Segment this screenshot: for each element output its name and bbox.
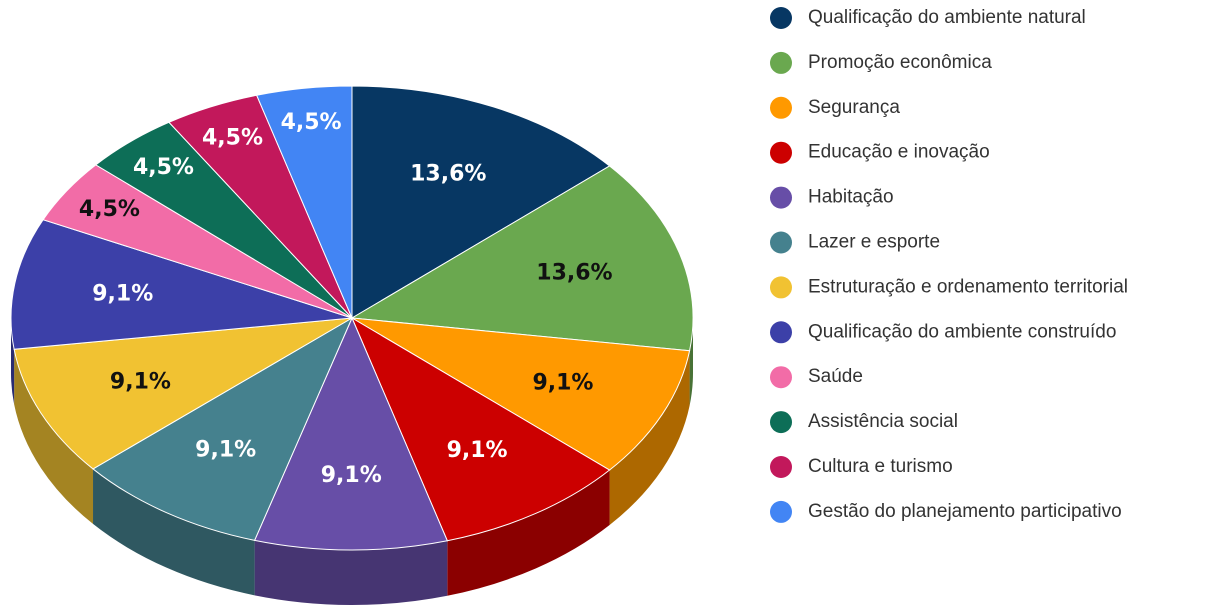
slice-side: [11, 318, 15, 405]
legend-marker: [770, 456, 792, 478]
legend-label: Assistência social: [808, 411, 958, 432]
legend-label: Lazer e esporte: [808, 232, 940, 253]
data-label: 4,5%: [202, 125, 263, 150]
legend-marker: [770, 186, 792, 209]
legend-marker: [770, 411, 792, 434]
legend-label: Gestão do planejamento participativo: [808, 501, 1122, 522]
data-label: 9,1%: [532, 370, 593, 395]
legend-label: Qualificação do ambiente construído: [808, 321, 1116, 342]
slice: [351, 85, 611, 319]
legend-marker: [770, 366, 792, 389]
data-label: 9,1%: [447, 438, 508, 463]
slice-side: [254, 540, 448, 605]
legend-marker: [770, 276, 792, 299]
legend-label: Promoção econômica: [808, 52, 992, 73]
slice-side: [447, 470, 610, 596]
data-label: 13,6%: [536, 260, 612, 285]
slice-side: [609, 350, 690, 526]
legend-marker: [770, 96, 792, 119]
slice-side: [689, 318, 693, 406]
legend-label: Estruturação e ordenamento territorial: [808, 276, 1128, 297]
legend-marker: [770, 141, 792, 164]
slice: [350, 316, 611, 542]
data-label: 4,5%: [133, 155, 194, 180]
legend-marker: [770, 51, 792, 74]
legend-marker: [770, 231, 792, 254]
legend-label: Habitação: [808, 187, 894, 208]
slice: [253, 316, 449, 551]
slice-side: [93, 468, 255, 596]
slice-side: [14, 349, 94, 524]
slice: [13, 317, 353, 470]
slice: [10, 219, 353, 350]
data-label: 9,1%: [110, 370, 171, 395]
slice: [255, 85, 353, 319]
data-label: 9,1%: [92, 281, 153, 306]
legend-label: Saúde: [808, 366, 863, 387]
data-label: 4,5%: [79, 197, 140, 222]
legend-marker: [770, 500, 792, 523]
legend-label: Qualificação do ambiente natural: [808, 7, 1086, 28]
legend-label: Educação e inovação: [808, 142, 990, 163]
data-label: 9,1%: [195, 437, 256, 462]
data-label: 13,6%: [410, 161, 486, 186]
legend-label: Segurança: [808, 97, 900, 118]
slice: [92, 316, 354, 541]
slice: [350, 165, 694, 352]
slice: [351, 317, 691, 471]
legend-marker: [770, 7, 792, 29]
legend-label: Cultura e turismo: [808, 456, 953, 477]
data-label: 9,1%: [321, 463, 382, 488]
legend-marker: [770, 321, 792, 344]
data-label: 4,5%: [281, 110, 342, 135]
